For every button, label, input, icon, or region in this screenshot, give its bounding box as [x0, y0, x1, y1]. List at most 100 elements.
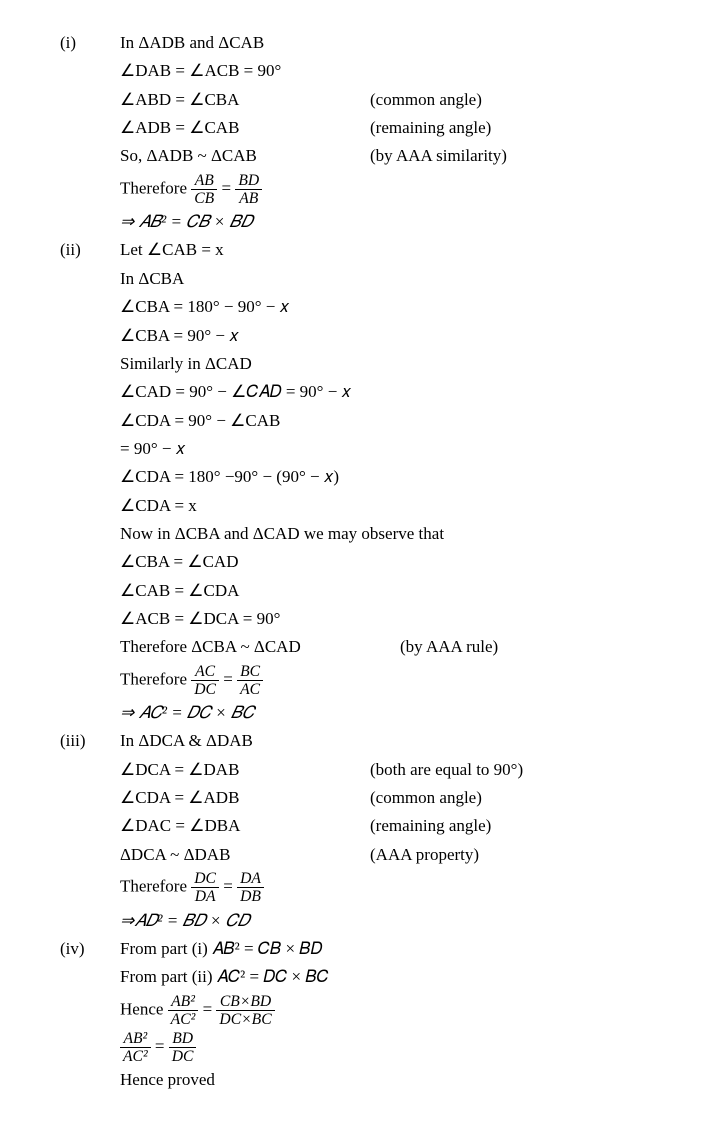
line-text: ∠DCA = ∠DAB — [120, 757, 370, 783]
proof-line: ∠CDA = ∠ADB(common angle) — [60, 785, 697, 811]
proof-line: ∠CBA = 180° − 90° − 𝑥 — [60, 294, 697, 320]
proof-line: ∠CBA = ∠CAD — [60, 549, 697, 575]
line-text: ∠CAD = 90° − ∠𝐶𝐴𝐷 = 90° − 𝑥 — [120, 379, 697, 405]
proof-line: ⇒ 𝐴𝐵² = 𝐶𝐵 × 𝐵𝐷 — [60, 209, 697, 235]
proof-line: Therefore ΔCBA ~ ΔCAD (by AAA rule) — [60, 634, 697, 660]
denominator: DC — [169, 1048, 197, 1065]
numerator: BD — [235, 172, 262, 190]
line-text: Therefore DC DA = DA DB — [120, 870, 697, 905]
part-number: (iii) — [60, 728, 120, 754]
equals: = — [155, 1037, 169, 1056]
proof-line: Therefore DC DA = DA DB — [60, 870, 697, 905]
fraction: BD AB — [235, 172, 262, 207]
proof-line: ∠CDA = 90° − ∠CAB — [60, 408, 697, 434]
line-text: ∠CDA = 180° −90° − (90° − 𝑥) — [120, 464, 697, 490]
proof-line: = 90° − 𝑥 — [60, 436, 697, 462]
proof-line: ⇒𝐴𝐷² = 𝐵𝐷 × 𝐶𝐷 — [60, 908, 697, 934]
fraction: AC DC — [191, 663, 219, 698]
line-note: (common angle) — [370, 785, 697, 811]
line-text: ∠DAB = ∠ACB = 90° — [120, 58, 697, 84]
proof-line: Hence proved — [60, 1067, 697, 1093]
line-note: (by AAA rule) — [400, 634, 697, 660]
fraction: AB CB — [191, 172, 217, 207]
line-text: Hence AB² AC² = CB×BD DC×BC — [120, 993, 697, 1028]
line-text: ⇒𝐴𝐷² = 𝐵𝐷 × 𝐶𝐷 — [120, 908, 697, 934]
proof-line: (i) In ΔADB and ΔCAB — [60, 30, 697, 56]
text: Therefore — [120, 669, 191, 688]
proof-line: ∠ABD = ∠CBA (common angle) — [60, 87, 697, 113]
line-text: Therefore AB CB = BD AB — [120, 172, 697, 207]
proof-line: ΔDCA ~ ΔDAB(AAA property) — [60, 842, 697, 868]
proof-line: ∠CDA = x — [60, 493, 697, 519]
proof-line: ∠CBA = 90° − 𝑥 — [60, 323, 697, 349]
proof-line: ∠CAD = 90° − ∠𝐶𝐴𝐷 = 90° − 𝑥 — [60, 379, 697, 405]
line-text: So, ΔADB ~ ΔCAB — [120, 143, 370, 169]
line-note: (by AAA similarity) — [370, 143, 697, 169]
proof-line: Therefore AC DC = BC AC — [60, 663, 697, 698]
proof-line: (iv) From part (i) 𝐴𝐵² = 𝐶𝐵 × 𝐵𝐷 — [60, 936, 697, 962]
line-text: In ΔCBA — [120, 266, 697, 292]
proof-line: Similarly in ΔCAD — [60, 351, 697, 377]
equals: = — [203, 999, 217, 1018]
line-text: ΔDCA ~ ΔDAB — [120, 842, 370, 868]
line-text: ∠CDA = 90° − ∠CAB — [120, 408, 697, 434]
line-text: ∠CBA = 90° − 𝑥 — [120, 323, 697, 349]
line-text: ∠ABD = ∠CBA — [120, 87, 370, 113]
line-text: ⇒ 𝐴𝐵² = 𝐶𝐵 × 𝐵𝐷 — [120, 209, 697, 235]
fraction: AB² AC² — [168, 993, 199, 1028]
line-text: Therefore ΔCBA ~ ΔCAD — [120, 634, 400, 660]
proof-line: (iii) In ΔDCA & ΔDAB — [60, 728, 697, 754]
numerator: CB×BD — [216, 993, 274, 1011]
proof-line: ∠ACB = ∠DCA = 90° — [60, 606, 697, 632]
part-number: (ii) — [60, 237, 120, 263]
line-text: Similarly in ΔCAD — [120, 351, 697, 377]
numerator: DA — [237, 870, 264, 888]
line-text: ∠CAB = ∠CDA — [120, 578, 697, 604]
proof-line: ⇒ 𝐴𝐶² = 𝐷𝐶 × 𝐵𝐶 — [60, 700, 697, 726]
part-number: (iv) — [60, 936, 120, 962]
numerator: AB — [191, 172, 217, 190]
line-text: Now in ΔCBA and ΔCAD we may observe that — [120, 521, 697, 547]
text: Hence — [120, 999, 168, 1018]
denominator: AC — [237, 681, 263, 698]
fraction: DA DB — [237, 870, 264, 905]
proof-line: Now in ΔCBA and ΔCAD we may observe that — [60, 521, 697, 547]
denominator: AC² — [120, 1048, 151, 1065]
numerator: BD — [169, 1030, 197, 1048]
fraction: BD DC — [169, 1030, 197, 1065]
proof-line: ∠CDA = 180° −90° − (90° − 𝑥) — [60, 464, 697, 490]
line-text: ∠DAC = ∠DBA — [120, 813, 370, 839]
denominator: DB — [237, 888, 264, 905]
line-text: Hence proved — [120, 1067, 697, 1093]
proof-line: From part (ii) 𝐴𝐶² = 𝐷𝐶 × 𝐵𝐶 — [60, 964, 697, 990]
line-text: ∠CBA = 180° − 90° − 𝑥 — [120, 294, 697, 320]
fraction: AB² AC² — [120, 1030, 151, 1065]
denominator: CB — [191, 190, 217, 207]
line-note: (remaining angle) — [370, 813, 697, 839]
line-text: ∠CBA = ∠CAD — [120, 549, 697, 575]
line-note: (both are equal to 90°) — [370, 757, 697, 783]
proof-line: ∠CAB = ∠CDA — [60, 578, 697, 604]
text: Therefore — [120, 877, 191, 896]
numerator: BC — [237, 663, 263, 681]
equals: = — [221, 178, 235, 197]
line-text: ∠ACB = ∠DCA = 90° — [120, 606, 697, 632]
line-text: From part (ii) 𝐴𝐶² = 𝐷𝐶 × 𝐵𝐶 — [120, 964, 697, 990]
line-text: ∠CDA = x — [120, 493, 697, 519]
line-text: AB² AC² = BD DC — [120, 1030, 697, 1065]
proof-line: ∠ADB = ∠CAB (remaining angle) — [60, 115, 697, 141]
proof-line: Hence AB² AC² = CB×BD DC×BC — [60, 993, 697, 1028]
line-text: ⇒ 𝐴𝐶² = 𝐷𝐶 × 𝐵𝐶 — [120, 700, 697, 726]
line-text: In ΔDCA & ΔDAB — [120, 728, 697, 754]
numerator: DC — [191, 870, 219, 888]
numerator: AB² — [120, 1030, 151, 1048]
line-text: Therefore AC DC = BC AC — [120, 663, 697, 698]
proof-line: AB² AC² = BD DC — [60, 1030, 697, 1065]
denominator: DC×BC — [216, 1011, 274, 1028]
numerator: AC — [191, 663, 219, 681]
denominator: AC² — [168, 1011, 199, 1028]
line-text: From part (i) 𝐴𝐵² = 𝐶𝐵 × 𝐵𝐷 — [120, 936, 697, 962]
line-note: (remaining angle) — [370, 115, 697, 141]
numerator: AB² — [168, 993, 199, 1011]
line-text: ∠ADB = ∠CAB — [120, 115, 370, 141]
